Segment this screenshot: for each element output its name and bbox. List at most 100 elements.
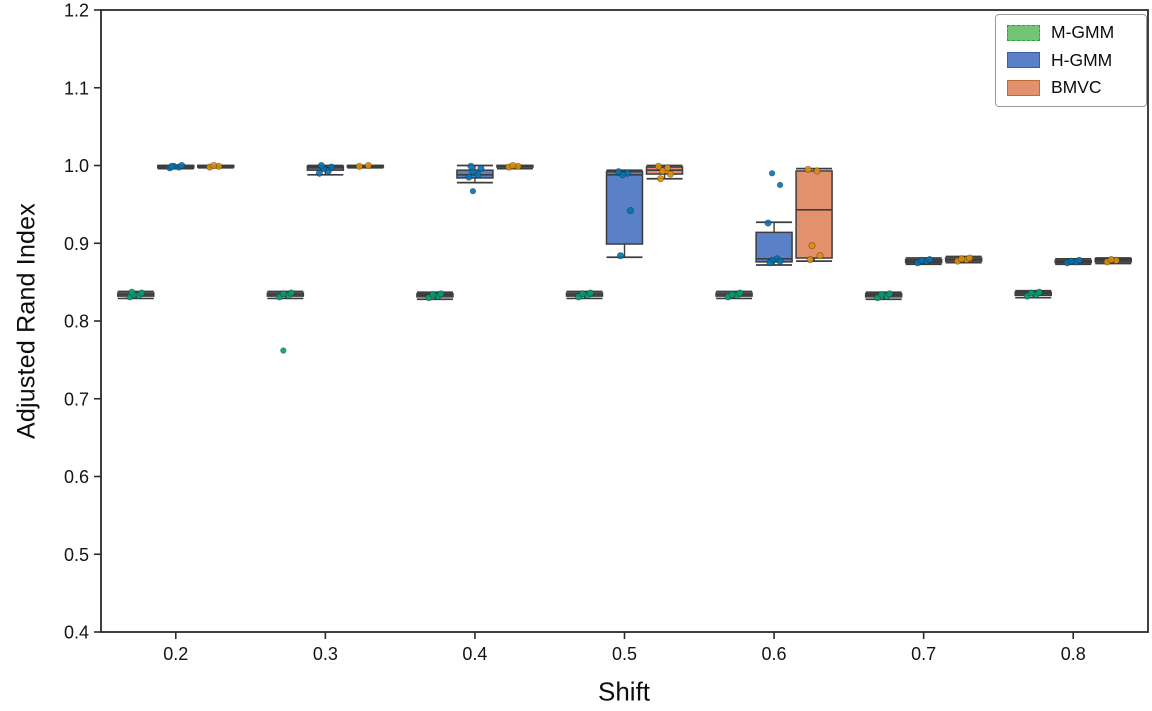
box-M-GMM-0.7 bbox=[864, 290, 903, 302]
y-tick-label: 0.4 bbox=[64, 623, 89, 643]
data-point bbox=[315, 169, 323, 177]
outlier-point bbox=[768, 170, 776, 177]
data-point bbox=[578, 290, 587, 298]
box-BMVC-0.5 bbox=[645, 162, 684, 183]
data-point bbox=[210, 161, 218, 170]
data-point bbox=[474, 171, 482, 179]
data-point bbox=[654, 162, 663, 170]
data-point bbox=[437, 290, 445, 298]
x-tick-label: 0.4 bbox=[462, 644, 487, 664]
data-point bbox=[806, 256, 814, 264]
legend-label-hgmm: H-GMM bbox=[1051, 49, 1113, 70]
plot-frame bbox=[100, 9, 1149, 633]
data-point bbox=[178, 161, 186, 170]
box-H-GMM-0.5 bbox=[605, 168, 644, 260]
data-point bbox=[509, 161, 517, 170]
box-BMVC-0.4 bbox=[496, 161, 534, 171]
y-tick-label: 0.6 bbox=[64, 467, 89, 487]
data-point bbox=[886, 290, 894, 298]
data-point bbox=[764, 219, 772, 227]
data-point bbox=[766, 259, 774, 267]
box-BMVC-0.2 bbox=[197, 161, 235, 171]
data-point bbox=[816, 252, 824, 260]
box-M-GMM-0.8 bbox=[1014, 288, 1052, 300]
x-tick-label: 0.8 bbox=[1061, 644, 1086, 664]
data-point bbox=[808, 242, 816, 250]
y-tick-label: 0.5 bbox=[64, 545, 89, 565]
x-tick-label: 0.5 bbox=[612, 644, 637, 664]
data-point bbox=[1107, 256, 1115, 264]
outlier-point bbox=[776, 181, 784, 189]
data-point bbox=[477, 165, 485, 173]
iqr-box bbox=[755, 231, 793, 263]
box-BMVC-0.3 bbox=[346, 161, 385, 170]
box-M-GMM-0.4 bbox=[416, 290, 454, 302]
data-point bbox=[663, 164, 672, 172]
data-point bbox=[728, 291, 736, 299]
data-point bbox=[279, 290, 287, 298]
y-axis-label: Adjusted Rand Index bbox=[12, 203, 41, 439]
legend-swatch-bmvc bbox=[1007, 79, 1040, 96]
outlier-point bbox=[280, 347, 287, 354]
box-M-GMM-0.5 bbox=[565, 289, 604, 301]
x-tick-label: 0.3 bbox=[313, 644, 338, 664]
legend-swatch-mgmm bbox=[1007, 24, 1040, 41]
data-point bbox=[918, 256, 926, 264]
data-point bbox=[658, 167, 667, 175]
box-M-GMM-0.6 bbox=[715, 289, 753, 301]
legend-item-hgmm: H-GMM bbox=[1007, 49, 1135, 70]
box-H-GMM-0.4 bbox=[456, 162, 494, 195]
x-axis-label: Shift bbox=[597, 676, 651, 707]
box-BMVC-0.7 bbox=[944, 254, 983, 265]
data-point bbox=[287, 289, 295, 297]
data-point bbox=[1027, 289, 1035, 297]
data-point bbox=[467, 162, 475, 170]
data-point bbox=[1035, 288, 1043, 296]
data-point bbox=[465, 173, 473, 181]
y-tick-label: 0.8 bbox=[64, 312, 89, 332]
box-M-GMM-0.2 bbox=[117, 288, 155, 301]
data-point bbox=[813, 167, 821, 175]
box-M-GMM-0.3 bbox=[266, 289, 305, 354]
y-tick-label: 1.2 bbox=[64, 1, 89, 21]
data-point bbox=[958, 255, 966, 263]
data-point bbox=[364, 161, 372, 170]
legend-item-mgmm: M-GMM bbox=[1007, 22, 1135, 42]
box-H-GMM-0.3 bbox=[306, 161, 345, 177]
y-tick-label: 0.7 bbox=[64, 389, 89, 409]
data-point bbox=[128, 288, 136, 296]
data-point bbox=[776, 257, 784, 265]
legend-label-mgmm: M-GMM bbox=[1051, 22, 1115, 42]
legend-label-bmvc: BMVC bbox=[1051, 77, 1102, 97]
data-point bbox=[666, 170, 675, 178]
box-H-GMM-0.2 bbox=[157, 161, 195, 172]
data-point bbox=[926, 256, 934, 264]
data-point bbox=[966, 254, 974, 262]
legend-item-bmvc: BMVC bbox=[1007, 77, 1135, 97]
box-BMVC-0.6 bbox=[795, 165, 833, 264]
box-H-GMM-0.6 bbox=[755, 170, 793, 267]
legend: M-GMM H-GMM BMVC bbox=[995, 14, 1147, 107]
box-BMVC-0.8 bbox=[1094, 256, 1132, 266]
y-tick-label: 0.9 bbox=[64, 234, 89, 254]
data-point bbox=[626, 207, 635, 215]
data-point bbox=[616, 252, 625, 260]
y-tick-label: 1.1 bbox=[64, 78, 89, 98]
data-point bbox=[317, 161, 325, 170]
data-point bbox=[168, 162, 176, 170]
outlier-point bbox=[469, 188, 477, 195]
box-H-GMM-0.7 bbox=[904, 256, 943, 267]
legend-swatch-hgmm bbox=[1007, 52, 1040, 69]
iqr-box bbox=[605, 170, 644, 245]
box-H-GMM-0.8 bbox=[1054, 256, 1092, 267]
x-tick-label: 0.7 bbox=[911, 644, 936, 664]
data-point bbox=[878, 291, 886, 299]
data-point bbox=[429, 291, 437, 299]
data-point bbox=[355, 162, 363, 170]
data-point bbox=[804, 165, 812, 173]
data-point bbox=[656, 175, 665, 183]
data-point bbox=[618, 171, 627, 179]
data-point bbox=[1067, 257, 1075, 265]
